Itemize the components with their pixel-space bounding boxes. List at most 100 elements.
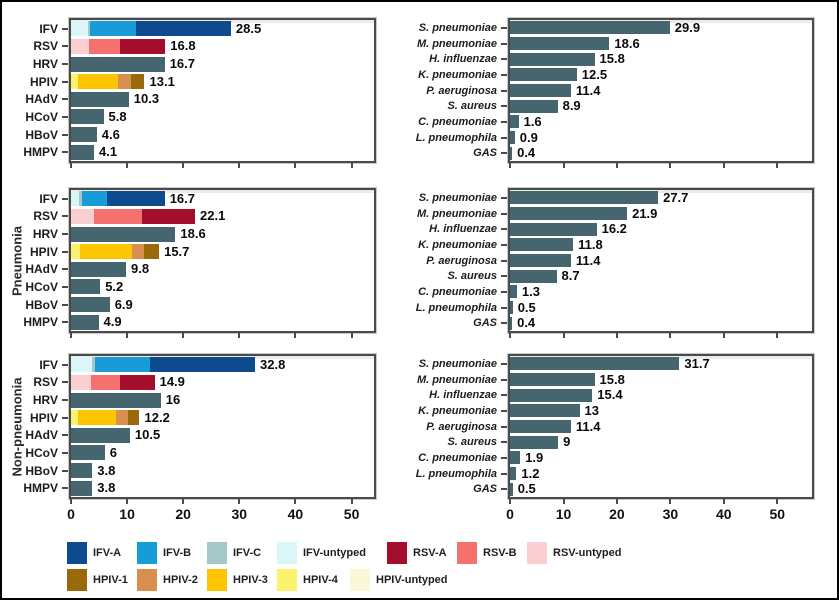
category-label: HMPV [23, 145, 58, 160]
category-tick [62, 285, 68, 288]
value-label: 1.9 [525, 449, 544, 465]
category-label: S. aureus [447, 270, 497, 283]
value-label: 9 [563, 434, 571, 450]
legend-swatch-HPIV-untyped [350, 569, 370, 591]
category-label: C. pneumoniae [418, 285, 497, 298]
category-tick [501, 306, 507, 309]
bar-HMPV [71, 144, 94, 160]
category-label: IFV [39, 357, 58, 372]
category-label: HBoV [25, 127, 58, 142]
category-label: HAdV [25, 428, 58, 443]
bar-H-influenzae [510, 388, 593, 402]
value-label: 1.2 [521, 465, 540, 481]
bar-segment-IFV-B [81, 191, 108, 207]
bar-segment-IFV-A [135, 21, 231, 37]
value-label: 3.8 [97, 462, 116, 478]
bar-HAdV [71, 427, 130, 443]
bar-segment-RSV-B [90, 374, 121, 390]
value-label: 1.6 [523, 113, 542, 129]
legend-swatch-IFV-C [207, 542, 227, 564]
legend-label-text: IFV-A [93, 547, 122, 559]
bar-M-pneumoniae [510, 37, 610, 50]
bar-segment-IFV-A [149, 357, 255, 373]
x-axis-tick [350, 333, 353, 338]
x-axis-tick [562, 163, 565, 168]
x-axis-tick [776, 499, 779, 504]
category-tick [62, 321, 68, 324]
bar-L-pneumophila [510, 131, 515, 144]
legend-item-RSV-B: RSV-B [457, 542, 527, 564]
bar-K-pneumoniae [510, 68, 577, 82]
category-tick [501, 425, 507, 428]
x-axis-tick-label: 40 [287, 506, 304, 522]
bar-segment-RSV-untyped [71, 38, 89, 54]
category-tick [501, 212, 507, 215]
bar-P-aeruginosa [510, 254, 571, 267]
category-label: M. pneumoniae [416, 207, 497, 220]
x-axis-tick [182, 499, 185, 504]
x-axis-tick-label: 50 [769, 506, 786, 522]
bar-RSV [71, 374, 155, 390]
bar-HMPV [71, 314, 99, 330]
x-axis-tick [238, 333, 241, 338]
category-label: HRV [32, 57, 58, 72]
bar-segment-RSV-untyped [71, 208, 94, 224]
value-label: 9.8 [131, 261, 150, 277]
value-label: 16.7 [169, 56, 195, 72]
category-label: GAS [473, 147, 497, 160]
category-label: L. pneumophila [415, 467, 497, 480]
x-axis-tick [294, 499, 297, 504]
bar-segment-RSV-B [94, 208, 143, 224]
value-label: 8.7 [561, 268, 580, 284]
bar-S-aureus [510, 99, 558, 113]
category-label: HPIV [29, 74, 58, 89]
legend-swatch-RSV-untyped [527, 542, 547, 564]
category-tick [501, 105, 507, 108]
category-tick [501, 378, 507, 381]
x-axis-tick [238, 163, 241, 168]
legend-swatch-HPIV-4 [277, 569, 297, 591]
bar-segment-RSV-B [88, 38, 120, 54]
value-label: 13.1 [149, 73, 175, 89]
legend-item-HPIV-2: HPIV-2 [137, 569, 207, 591]
value-label: 31.7 [684, 355, 710, 371]
category-label: K. pneumoniae [418, 68, 497, 81]
legend-label-text: HPIV-2 [163, 574, 198, 586]
value-label: 13 [584, 402, 599, 418]
x-axis-tick [126, 499, 129, 504]
bar-segment-RSV-A [120, 374, 155, 390]
legend-swatch-RSV-B [457, 542, 477, 564]
bar-S-aureus [510, 435, 559, 449]
legend-swatch-HPIV-1 [67, 569, 87, 591]
bar-H-influenzae [510, 222, 597, 236]
legend-item-HPIV-4: HPIV-4 [277, 569, 350, 591]
category-tick [62, 469, 68, 472]
category-tick [501, 89, 507, 92]
category-tick [501, 196, 507, 199]
bar-segment-HPIV-3 [77, 410, 117, 426]
bar-M-pneumoniae [510, 207, 628, 220]
x-axis-tick [669, 499, 672, 504]
category-tick [501, 275, 507, 278]
category-label: HMPV [23, 481, 58, 496]
value-label: 16.2 [601, 221, 627, 237]
category-tick [62, 45, 68, 48]
bar-segment-HPIV-3 [79, 244, 133, 260]
bar-S-aureus [510, 269, 557, 283]
x-axis-tick-label: 10 [555, 506, 572, 522]
bar-GAS [510, 482, 513, 496]
category-label: HCoV [25, 279, 58, 294]
category-label: P. aeruginosa [426, 84, 497, 97]
category-label: RSV [33, 209, 58, 224]
category-label: HBoV [25, 297, 58, 312]
category-label: H. influenzae [429, 389, 497, 402]
value-label: 5.8 [108, 108, 127, 124]
bar-HCoV [71, 109, 104, 125]
category-label: S. pneumoniae [418, 357, 497, 370]
value-label: 18.6 [614, 35, 640, 51]
bar-HCoV [71, 279, 101, 295]
x-axis-tick-label: 50 [343, 506, 360, 522]
value-label: 15.7 [164, 243, 190, 259]
x-axis-tick [350, 499, 353, 504]
